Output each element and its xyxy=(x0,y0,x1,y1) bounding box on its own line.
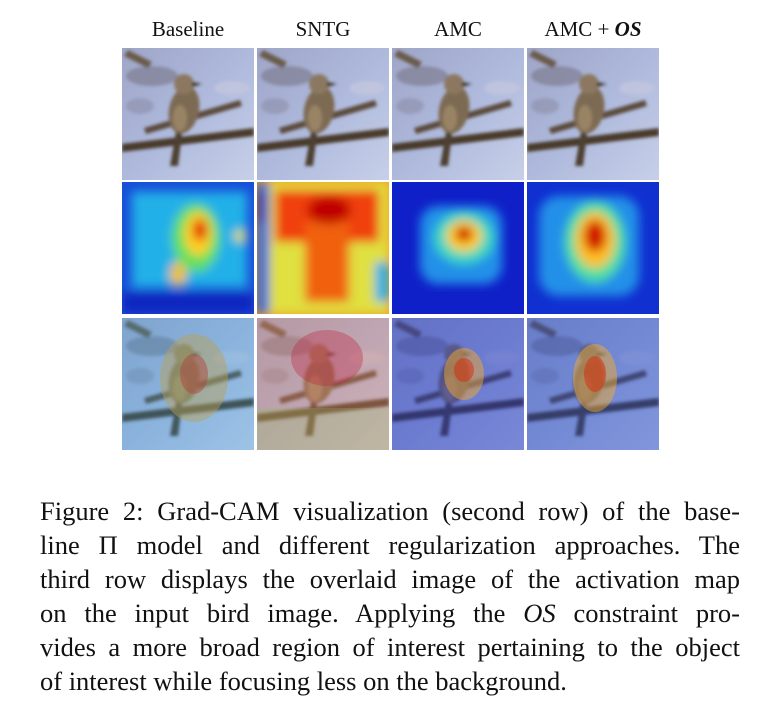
gradcam-heatmap-amc-os xyxy=(527,182,659,314)
overlay-image-amc xyxy=(392,318,524,450)
gradcam-heatmap-amc-graphic xyxy=(392,182,524,314)
caption-line: of interest while focusing less on the b… xyxy=(40,666,567,696)
overlay-image-sntg-graphic xyxy=(257,318,389,450)
figure-grid: Baseline SNTG AMC AMC + OS xyxy=(122,17,659,450)
input-image-amc-os-graphic xyxy=(527,48,659,180)
input-image-amc-os xyxy=(527,48,659,180)
overlay-image-baseline xyxy=(122,318,254,450)
input-image-amc xyxy=(392,48,524,180)
input-image-amc-graphic xyxy=(392,48,524,180)
overlay-image-amc-os-graphic xyxy=(527,318,659,450)
caption-line: third row displays the overlaid image of… xyxy=(40,564,740,594)
input-image-baseline xyxy=(122,48,254,180)
overlay-image-sntg xyxy=(257,318,389,450)
caption-line: line Π model and different regularizatio… xyxy=(40,530,740,560)
caption-line: Figure 2: Grad-CAM visualization (second… xyxy=(40,496,740,526)
input-image-sntg xyxy=(257,48,389,180)
column-label-sntg: SNTG xyxy=(295,17,351,41)
gradcam-heatmap-amc xyxy=(392,182,524,314)
gradcam-heatmap-sntg xyxy=(257,182,389,314)
input-image-sntg-graphic xyxy=(257,48,389,180)
figure-caption: Figure 2: Grad-CAM visualization (second… xyxy=(40,494,740,698)
column-label-baseline: Baseline xyxy=(151,17,225,41)
gradcam-heatmap-baseline-graphic xyxy=(122,182,254,314)
overlay-image-amc-graphic xyxy=(392,318,524,450)
input-image-baseline-graphic xyxy=(122,48,254,180)
gradcam-heatmap-baseline xyxy=(122,182,254,314)
caption-line: vides a more broad region of interest pe… xyxy=(40,632,740,662)
column-label-amc: AMC xyxy=(434,17,482,41)
gradcam-heatmap-amc-os-graphic xyxy=(527,182,659,314)
caption-line: on the input bird image. Applying the OS… xyxy=(40,598,740,628)
column-label-amc-os: AMC + OS xyxy=(544,17,642,41)
overlay-image-amc-os xyxy=(527,318,659,450)
overlay-image-baseline-graphic xyxy=(122,318,254,450)
gradcam-heatmap-sntg-graphic xyxy=(257,182,389,314)
